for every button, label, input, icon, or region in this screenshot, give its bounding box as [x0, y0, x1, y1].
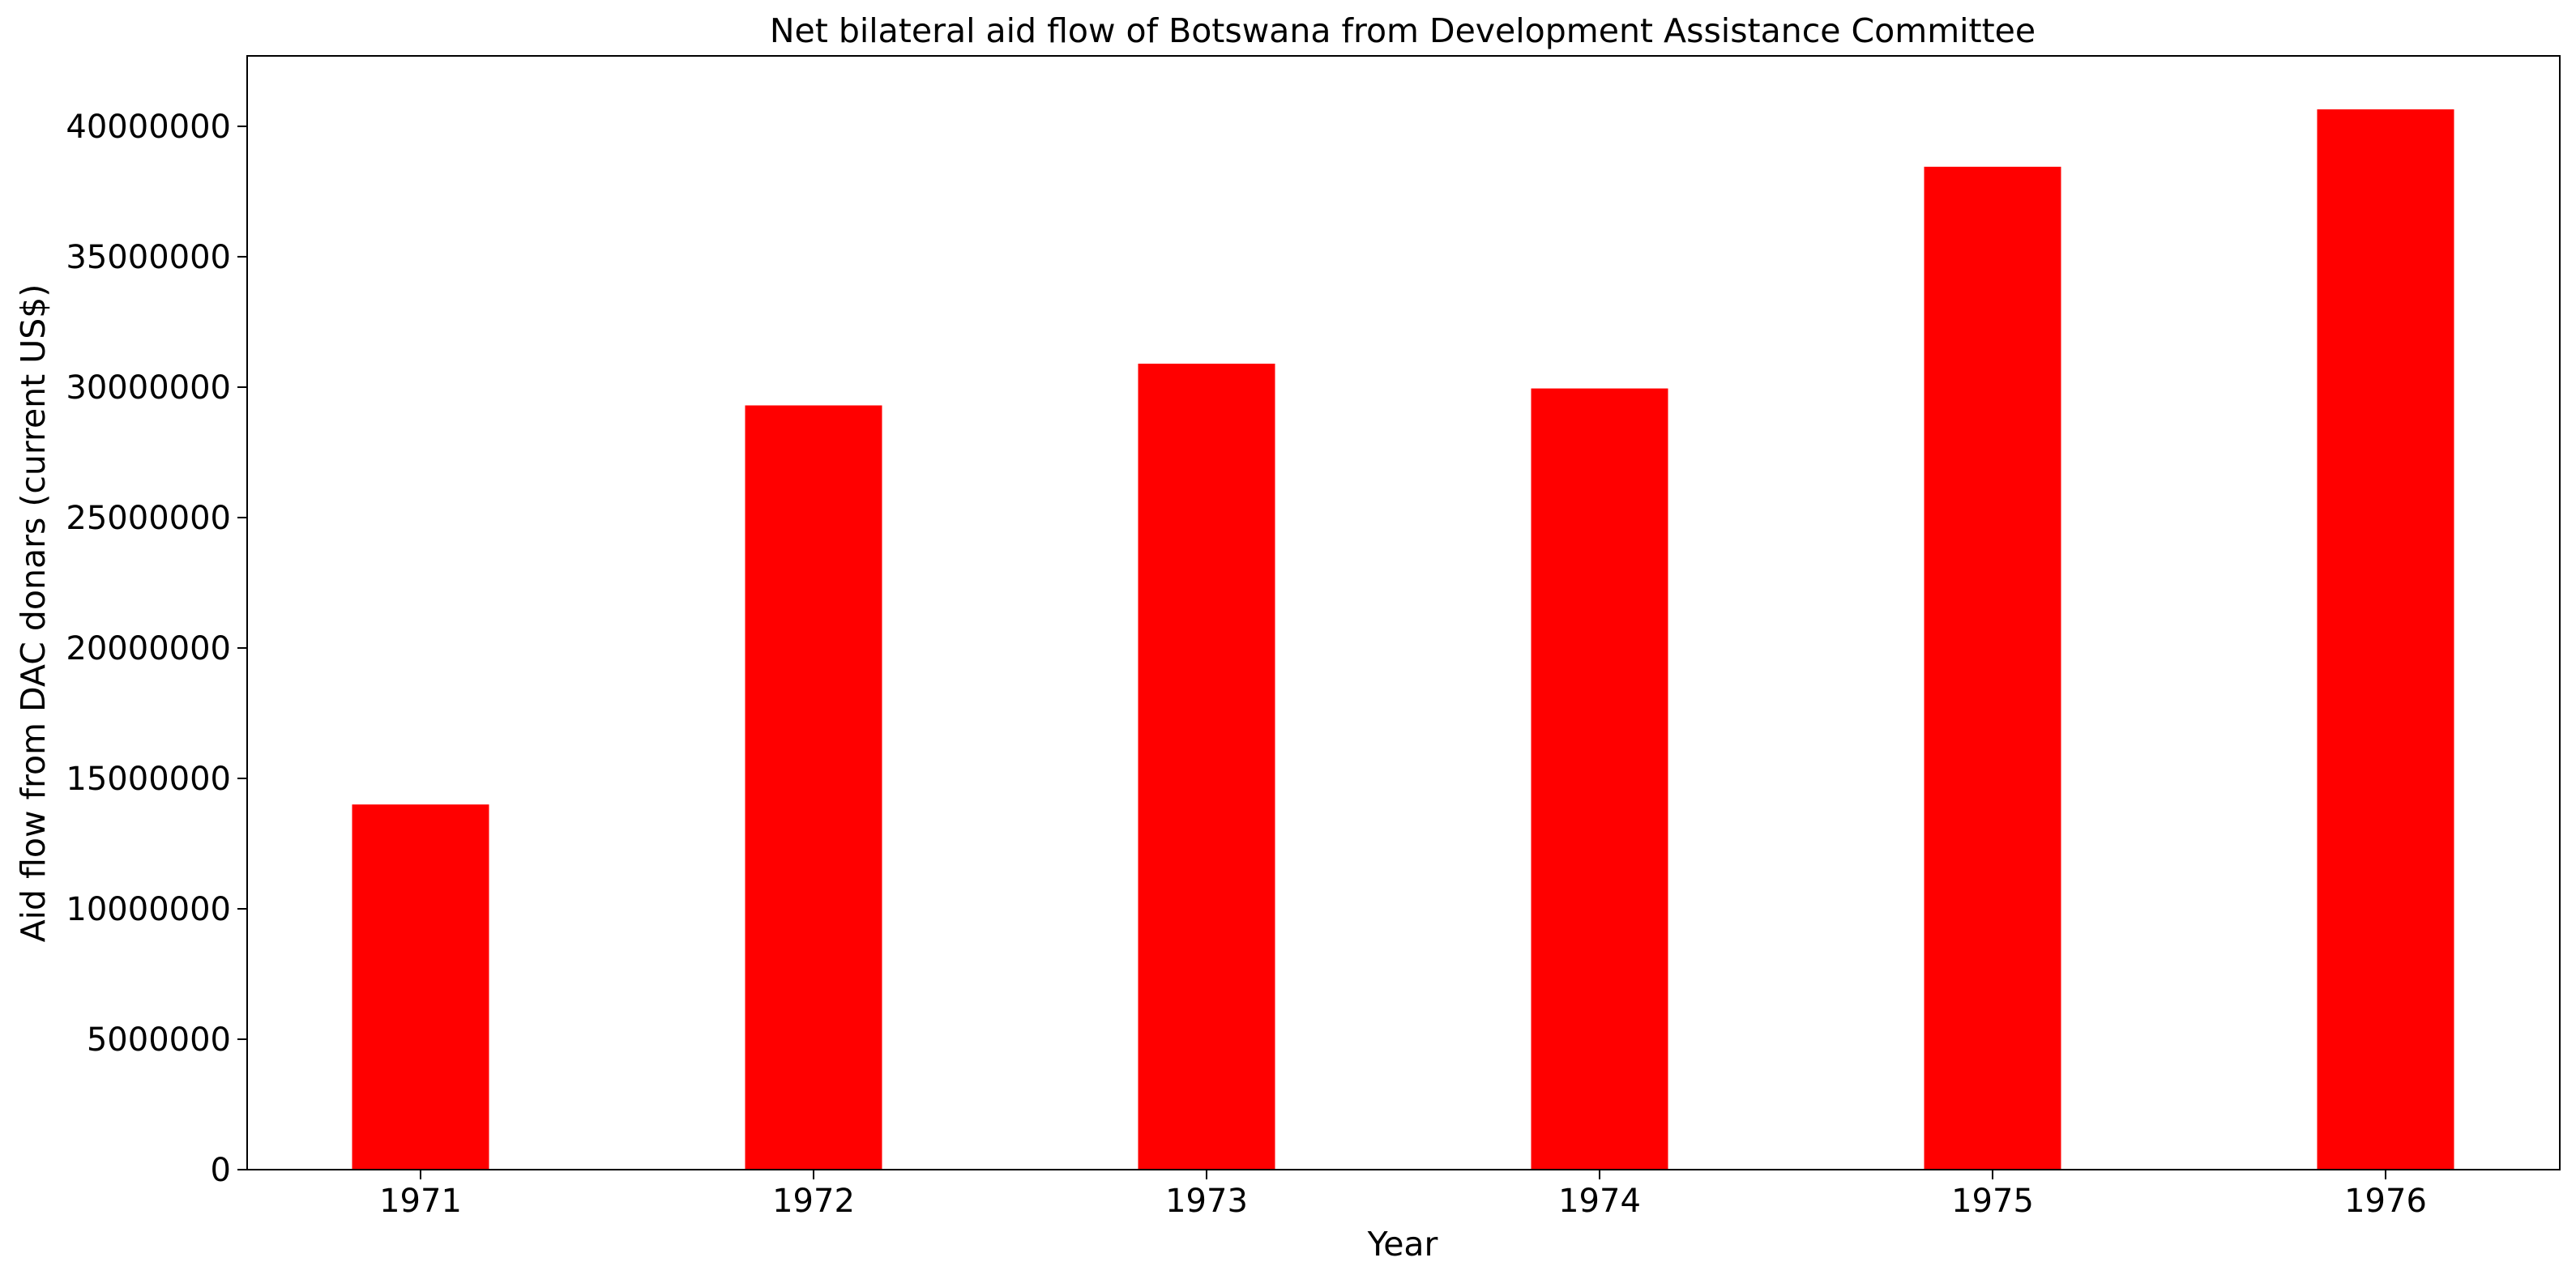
plot-area-frame [246, 55, 2561, 1170]
y-axis-label: Aid flow from DAC donars (current US$) [14, 284, 53, 943]
x-tick-label: 1975 [1951, 1183, 2034, 1220]
chart-title: Net bilateral aid flow of Botswana from … [770, 11, 2036, 50]
bar-1976 [2317, 109, 2454, 1170]
y-tick-label: 35000000 [66, 239, 231, 276]
bar-1974 [1531, 388, 1668, 1170]
y-tick-label: 5000000 [87, 1021, 231, 1059]
y-axis: 0 5000000 10000000 15000000 20000000 25000000… [66, 109, 247, 1189]
bar-1971 [352, 804, 489, 1170]
x-tick-label: 1972 [772, 1183, 855, 1220]
y-tick-label: 10000000 [66, 891, 231, 928]
bar-1975 [1924, 166, 2061, 1170]
y-tick-label: 0 [211, 1152, 231, 1189]
x-axis-label: Year [1367, 1225, 1438, 1264]
x-tick-label: 1973 [1165, 1183, 1248, 1220]
x-tick-label: 1974 [1558, 1183, 1641, 1220]
y-tick-label: 30000000 [66, 369, 231, 407]
x-axis: 1971 1972 1973 1974 1975 1976 [379, 1170, 2427, 1220]
bar-1972 [745, 405, 882, 1170]
bars-group [352, 109, 2454, 1170]
y-tick-label: 40000000 [66, 109, 231, 146]
y-tick-label: 25000000 [66, 500, 231, 537]
y-tick-label: 15000000 [66, 761, 231, 798]
bar-1973 [1138, 363, 1275, 1170]
x-tick-label: 1976 [2344, 1183, 2427, 1220]
y-tick-label: 20000000 [66, 630, 231, 667]
x-tick-label: 1971 [379, 1183, 462, 1220]
